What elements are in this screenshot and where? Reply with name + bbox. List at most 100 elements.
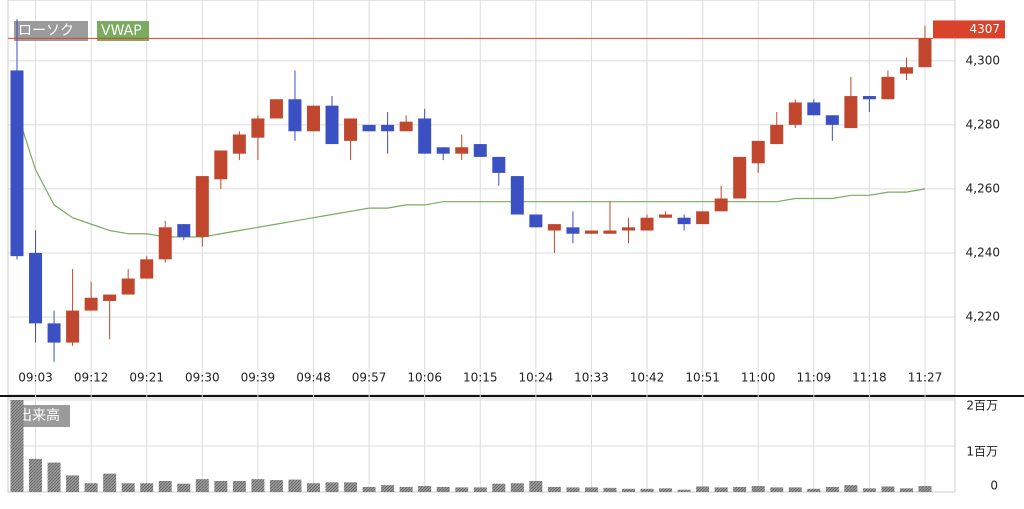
candle-body bbox=[862, 96, 876, 100]
y-tick-label: 2百万 bbox=[966, 399, 998, 413]
x-tick-label: 09:12 bbox=[74, 371, 109, 385]
candle-body bbox=[918, 38, 932, 68]
volume-bar bbox=[455, 487, 469, 492]
volume-bar bbox=[770, 487, 784, 492]
candle-body bbox=[603, 230, 617, 234]
candle-body bbox=[140, 259, 154, 279]
x-tick-label: 09:57 bbox=[352, 371, 387, 385]
candle-body bbox=[399, 121, 413, 132]
candle-body bbox=[29, 252, 43, 324]
volume-bar bbox=[529, 480, 543, 492]
last-price-label: 4307 bbox=[969, 22, 1000, 36]
candle-body bbox=[788, 102, 802, 125]
volume-bar bbox=[714, 487, 728, 492]
y-tick-label: 4,260 bbox=[966, 181, 1000, 195]
volume-bar bbox=[807, 488, 821, 492]
candle-body bbox=[547, 224, 561, 231]
volume-bar bbox=[121, 483, 135, 492]
y-tick-label: 4,220 bbox=[966, 309, 1000, 323]
y-tick-label: 4,300 bbox=[966, 53, 1000, 67]
volume-bar bbox=[344, 482, 358, 492]
candle-body bbox=[251, 118, 265, 138]
legend-vwap-box bbox=[97, 21, 149, 41]
volume-bar bbox=[436, 486, 450, 492]
volume-title-box bbox=[14, 405, 70, 427]
volume-bar bbox=[10, 400, 24, 492]
candle-body bbox=[881, 76, 895, 100]
volume-bar bbox=[659, 488, 673, 492]
volume-bar bbox=[66, 475, 80, 492]
candle-body bbox=[362, 124, 376, 132]
candle-body bbox=[344, 118, 358, 141]
x-tick-label: 09:30 bbox=[185, 371, 220, 385]
volume-bar bbox=[825, 486, 839, 492]
candle-body bbox=[325, 105, 339, 145]
volume-bar bbox=[603, 487, 617, 492]
candle-body bbox=[622, 227, 636, 231]
candle-body bbox=[751, 140, 765, 164]
legend-candle: ローソク bbox=[18, 23, 74, 39]
volume-bar bbox=[733, 486, 747, 492]
volume-bar bbox=[399, 486, 413, 492]
volume-bar bbox=[232, 480, 246, 492]
price-frame bbox=[7, 0, 956, 396]
last-price-tag bbox=[933, 20, 1005, 39]
candle-body bbox=[473, 144, 487, 157]
candle-body bbox=[529, 214, 543, 228]
x-tick-label: 10:51 bbox=[685, 371, 720, 385]
volume-bar bbox=[547, 486, 561, 492]
candle-body bbox=[47, 323, 61, 343]
candle-body bbox=[492, 156, 506, 173]
volume-title: 出来高 bbox=[18, 407, 60, 424]
candle-body bbox=[66, 310, 80, 343]
legend-candle-box bbox=[14, 21, 88, 41]
volume-bar bbox=[269, 480, 283, 492]
volume-bar bbox=[29, 458, 43, 492]
volume-bar bbox=[418, 486, 432, 492]
volume-bar bbox=[473, 487, 487, 492]
volume-bar bbox=[381, 485, 395, 492]
candle-body bbox=[733, 156, 747, 199]
x-tick-label: 10:15 bbox=[463, 371, 498, 385]
candle-body bbox=[121, 278, 135, 295]
candle-body bbox=[288, 99, 302, 132]
x-tick-label: 11:27 bbox=[908, 371, 943, 385]
x-tick-label: 11:18 bbox=[852, 371, 887, 385]
x-tick-label: 09:39 bbox=[241, 371, 276, 385]
volume-bar bbox=[566, 487, 580, 492]
volume-frame bbox=[7, 397, 956, 493]
volume-bar bbox=[214, 480, 228, 492]
x-tick-label: 10:06 bbox=[407, 371, 442, 385]
y-tick-label: 0 bbox=[990, 479, 998, 493]
candle-body bbox=[436, 147, 450, 154]
x-tick-label: 11:00 bbox=[741, 371, 776, 385]
candle-body bbox=[659, 214, 673, 218]
candle-body bbox=[381, 124, 395, 132]
volume-bar bbox=[788, 487, 802, 492]
candle-body bbox=[899, 67, 913, 74]
candle-body bbox=[455, 147, 469, 154]
volume-bar bbox=[640, 488, 654, 492]
vwap-line bbox=[16, 111, 926, 238]
candle-body bbox=[807, 102, 821, 116]
x-tick-label: 10:33 bbox=[574, 371, 609, 385]
volume-bar bbox=[195, 479, 209, 492]
volume-bar bbox=[288, 479, 302, 492]
volume-bar bbox=[362, 486, 376, 492]
candle-body bbox=[214, 150, 228, 180]
candle-body bbox=[566, 227, 580, 234]
volume-bar bbox=[47, 462, 61, 492]
candle-body bbox=[510, 176, 524, 215]
x-tick-label: 09:21 bbox=[129, 371, 164, 385]
candle-body bbox=[158, 227, 172, 260]
volume-bar bbox=[677, 489, 691, 492]
legend-vwap: VWAP bbox=[101, 23, 142, 39]
volume-bar bbox=[177, 483, 191, 492]
volume-bar bbox=[103, 473, 117, 492]
x-tick-label: 09:03 bbox=[18, 371, 53, 385]
candle-body bbox=[177, 224, 191, 237]
y-tick-label: 4,240 bbox=[966, 245, 1000, 259]
candle-body bbox=[714, 198, 728, 212]
candle-body bbox=[696, 211, 710, 225]
